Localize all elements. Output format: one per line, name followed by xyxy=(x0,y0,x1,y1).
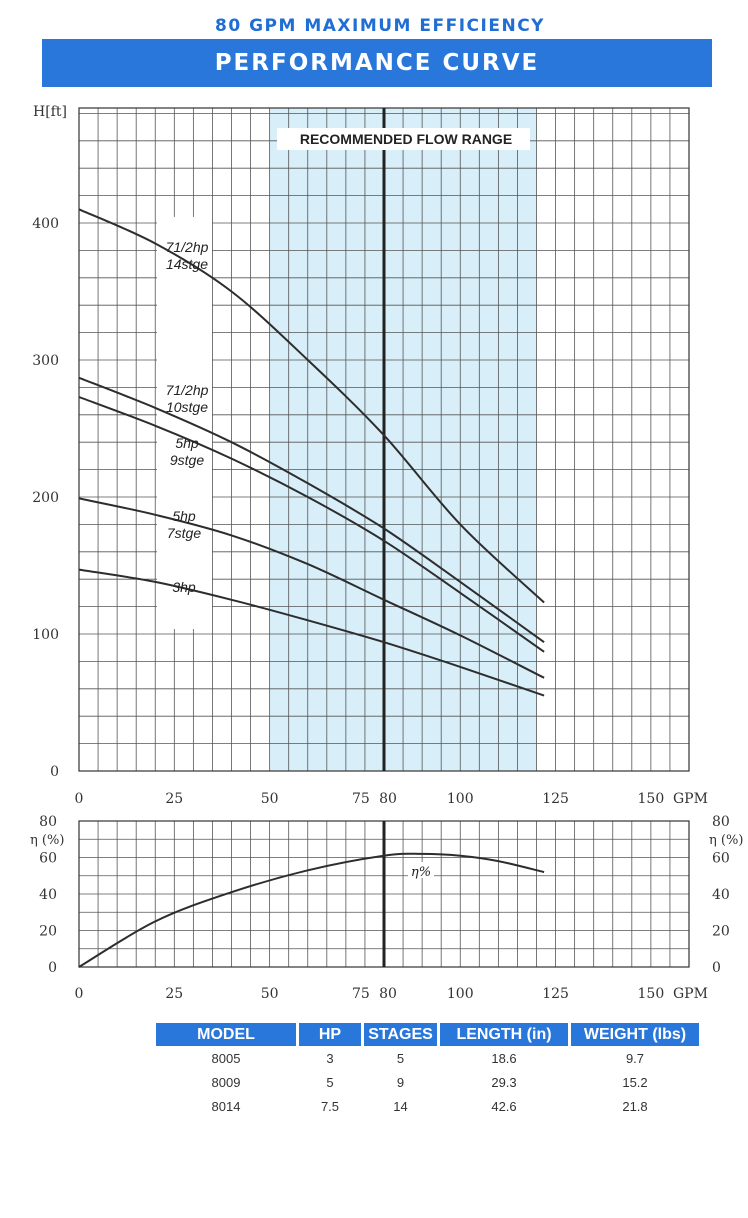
table-cell: 8005 xyxy=(211,1050,241,1066)
x-tick-label: 100 xyxy=(447,986,474,1002)
table-cell: 29.3 xyxy=(491,1074,517,1090)
table-row: 8014 7.5 14 42.6 21.8 xyxy=(156,1094,699,1118)
table-cell: 8009 xyxy=(211,1074,241,1090)
x-axis-unit-label: GPM xyxy=(673,986,708,1002)
x-tick-label: 0 xyxy=(75,791,84,807)
x-tick-label: 50 xyxy=(261,791,279,807)
column-header-length: LENGTH (in) xyxy=(440,1023,568,1046)
table-cell: 9.7 xyxy=(625,1050,645,1066)
x-tick-label: 80 xyxy=(379,986,397,1002)
x-tick-label: 25 xyxy=(165,986,183,1002)
spec-table-header-row: MODEL HP STAGES LENGTH (in) WEIGHT (lbs) xyxy=(156,1023,699,1046)
y-tick-label-right: 0 xyxy=(712,960,721,976)
table-cell: 9 xyxy=(396,1074,405,1090)
x-tick-label: 150 xyxy=(638,986,665,1002)
curve-line xyxy=(78,497,545,679)
x-axis-unit-label: GPM xyxy=(673,791,708,807)
x-tick-label: 75 xyxy=(352,986,370,1002)
y-tick-label-left: 0 xyxy=(48,960,57,976)
y-tick-label-left: 60 xyxy=(39,851,57,867)
y-axis-label: H[ft] xyxy=(33,104,67,120)
y-axis-label-right: η (%) xyxy=(709,833,743,848)
x-tick-label: 80 xyxy=(379,791,397,807)
y-tick-label-left: 40 xyxy=(39,887,57,903)
curve-line xyxy=(78,396,545,653)
performance-charts: RECOMMENDED FLOW RANGE 71/2hp 14stge 71/2hp… xyxy=(30,104,743,1002)
y-tick-label-left: 80 xyxy=(39,814,57,830)
head-flow-chart: RECOMMENDED FLOW RANGE 71/2hp 14stge 71/2hp… xyxy=(32,104,708,807)
flow-range-label-background xyxy=(277,128,530,150)
y-tick-label: 100 xyxy=(32,627,59,643)
table-cell: 14 xyxy=(393,1098,408,1114)
y-tick-label-left: 20 xyxy=(39,924,57,940)
efficiency-curve-line xyxy=(78,852,545,968)
table-cell: 7.5 xyxy=(320,1098,340,1114)
table-row: 8009 5 9 29.3 15.2 xyxy=(156,1070,699,1094)
efficiency-label-background xyxy=(408,862,434,878)
y-tick-label: 400 xyxy=(32,216,59,232)
x-tick-label: 100 xyxy=(447,791,474,807)
x-tick-label: 150 xyxy=(638,791,665,807)
table-row: 8005 3 5 18.6 9.7 xyxy=(156,1046,699,1070)
table-cell: 42.6 xyxy=(491,1098,517,1114)
y-tick-label: 200 xyxy=(32,490,59,506)
curve-line xyxy=(78,568,545,697)
column-header-stages: STAGES xyxy=(364,1023,437,1046)
y-tick-label-right: 80 xyxy=(712,814,730,830)
efficiency-chart: η% 0 0 20 20 40 40 60 60 80 80 η (%) η (%) 0 25 50 75 80 1… xyxy=(30,814,743,1002)
y-tick-label: 300 xyxy=(32,353,59,369)
column-header-weight: WEIGHT (lbs) xyxy=(571,1023,699,1046)
curve-label: 5hp 7stge xyxy=(167,508,201,541)
table-cell: 15.2 xyxy=(622,1074,648,1090)
x-tick-label: 0 xyxy=(75,986,84,1002)
curve-label-panel xyxy=(157,217,212,629)
y-tick-label-right: 20 xyxy=(712,924,730,940)
x-tick-label: 125 xyxy=(542,986,569,1002)
table-cell: 5 xyxy=(326,1074,334,1090)
flow-range-label: RECOMMENDED FLOW RANGE xyxy=(300,131,512,147)
x-tick-label: 75 xyxy=(352,791,370,807)
curve-label: 5hp 9stge xyxy=(170,435,204,468)
table-cell: 5 xyxy=(396,1050,405,1066)
table-cell: 3 xyxy=(326,1050,334,1066)
table-cell: 8014 xyxy=(211,1098,241,1114)
column-header-hp: HP xyxy=(299,1023,361,1046)
spec-table: MODEL HP STAGES LENGTH (in) WEIGHT (lbs)… xyxy=(153,1023,702,1118)
y-tick-label-right: 40 xyxy=(712,887,730,903)
efficiency-curve-label: η% xyxy=(411,865,431,880)
y-tick-label: 0 xyxy=(50,764,59,780)
x-tick-label: 50 xyxy=(261,986,279,1002)
table-cell: 18.6 xyxy=(491,1050,517,1066)
curve-label: 71/2hp 10stge xyxy=(166,382,209,415)
chart-subtitle: 80 GPM MAXIMUM EFFICIENCY xyxy=(215,16,545,36)
x-tick-label: 25 xyxy=(165,791,183,807)
x-tick-label: 125 xyxy=(542,791,569,807)
page-title: PERFORMANCE CURVE xyxy=(42,39,712,87)
curve-label: 3hp xyxy=(172,579,196,595)
curve-label: 71/2hp 14stge xyxy=(166,239,209,272)
y-tick-label-right: 60 xyxy=(712,851,730,867)
y-axis-label-left: η (%) xyxy=(30,833,64,848)
column-header-model: MODEL xyxy=(156,1023,296,1046)
table-cell: 21.8 xyxy=(622,1098,648,1114)
curve-line xyxy=(78,208,545,604)
curve-line xyxy=(78,376,545,644)
